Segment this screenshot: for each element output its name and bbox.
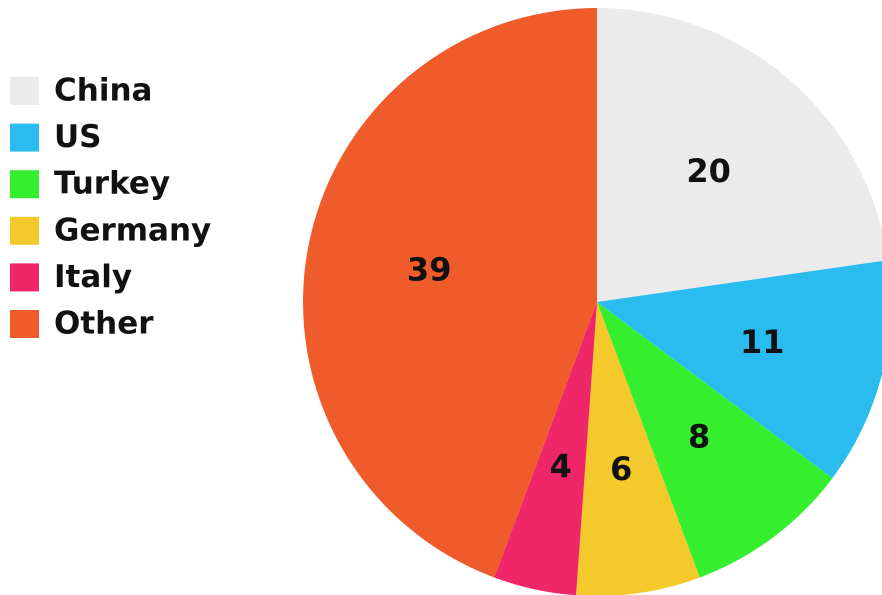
value-label: 11 [740,323,785,361]
legend-text: Germany [54,212,211,248]
pie-slice [597,302,833,578]
value-label: 6 [610,450,632,488]
legend-swatch [10,170,39,199]
pie-slice [494,302,597,595]
legend-text: Italy [54,259,132,295]
legend-swatch [10,263,39,292]
value-label: 8 [688,418,710,456]
pie-slice [303,8,597,578]
value-label: 39 [407,251,452,289]
pie-slice [597,8,882,302]
value-label: 20 [686,152,731,190]
legend-text: Turkey [54,166,170,202]
pie-slice [597,261,882,479]
legend-text: Other [54,306,154,342]
value-label: 4 [550,448,572,486]
legend-text: China [54,73,152,109]
legend-swatch [10,216,39,245]
legend-swatch [10,310,39,338]
pie-slice [576,302,700,595]
legend-swatch [10,77,39,105]
legend-swatch [10,123,39,152]
legend-text: US [54,119,102,155]
